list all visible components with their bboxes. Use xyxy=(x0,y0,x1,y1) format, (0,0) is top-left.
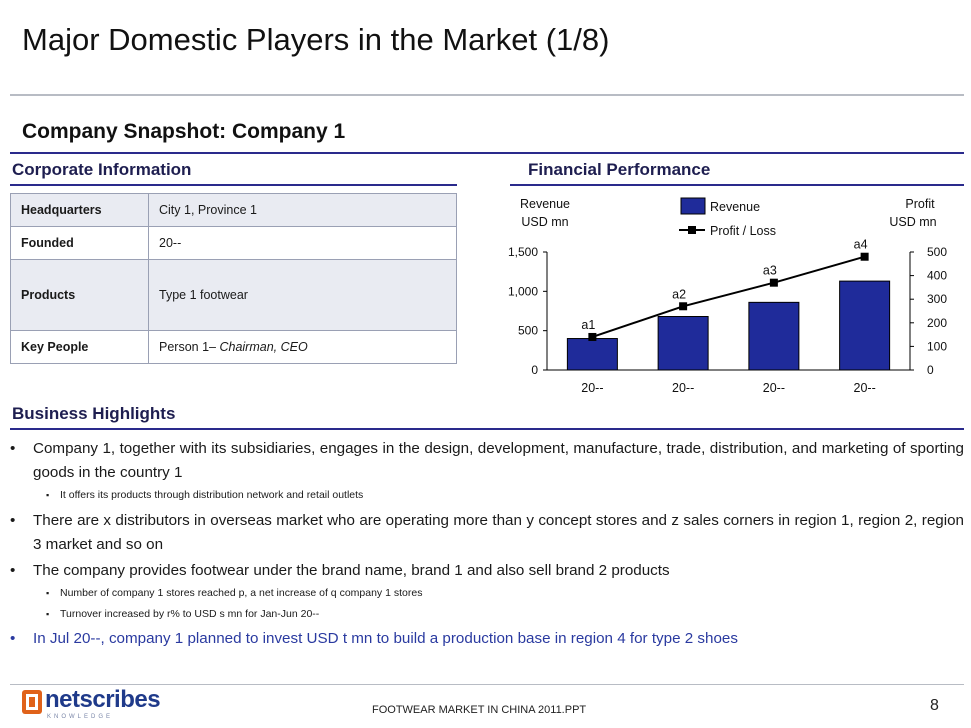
table-row: Products Type 1 footwear xyxy=(10,259,457,331)
table-row: Founded 20-- xyxy=(10,226,457,260)
square-bullet-icon: ▪ xyxy=(46,609,50,619)
highlights-divider xyxy=(10,428,964,430)
list-item: ▪ It offers its products through distribu… xyxy=(10,485,964,506)
x-tick-label: 20-- xyxy=(581,381,603,395)
logo-tagline: KNOWLEDGE xyxy=(47,714,114,720)
row-label: Products xyxy=(10,259,149,331)
left-axis-title: Revenue xyxy=(520,197,570,211)
financial-performance-heading: Financial Performance xyxy=(528,160,711,179)
bullet-text: It offers its products through distribut… xyxy=(60,489,364,501)
page-number: 8 xyxy=(930,697,939,714)
footer-divider xyxy=(10,684,964,685)
left-tick-label: 500 xyxy=(518,324,538,338)
corporate-info-table: Headquarters City 1, Province 1 Founded … xyxy=(10,193,457,364)
profit-marker xyxy=(679,302,688,311)
slide-title: Major Domestic Players in the Market (1/… xyxy=(22,22,610,57)
financial-chart: 0 500 1,000 1,500 0 100 200 300 400 500 Revenue USD… xyxy=(508,197,947,395)
left-axis-unit: USD mn xyxy=(521,215,568,229)
netscribes-logo xyxy=(22,686,162,727)
profit-marker xyxy=(588,332,597,341)
profit-data-label: a2 xyxy=(672,287,686,301)
key-person-role: Chairman, CEO xyxy=(219,340,308,354)
snapshot-divider xyxy=(10,152,964,154)
bullet-icon: • xyxy=(10,512,16,529)
row-value: 20-- xyxy=(148,226,457,260)
footer-document-name: FOOTWEAR MARKET IN CHINA 2011.PPT xyxy=(372,704,587,716)
title-divider xyxy=(10,94,964,96)
revenue-bar xyxy=(748,301,800,371)
square-bullet-icon: ▪ xyxy=(46,490,50,500)
corporate-divider xyxy=(10,184,457,186)
logo-icon xyxy=(22,690,42,714)
list-item: • Company 1, together with its subsidiari… xyxy=(10,437,964,485)
x-tick-label: 20-- xyxy=(672,381,694,395)
legend-profit-label: Profit / Loss xyxy=(710,224,776,238)
business-highlights-heading: Business Highlights xyxy=(12,404,176,423)
highlights-list: • Company 1, together with its subsidiari… xyxy=(10,437,964,651)
table-row: Headquarters City 1, Province 1 xyxy=(10,193,457,227)
logo-wordmark: netscribes xyxy=(45,686,161,713)
square-bullet-icon: ▪ xyxy=(46,588,50,598)
right-tick-label: 100 xyxy=(927,339,947,353)
revenue-bar xyxy=(839,280,891,371)
row-label: Key People xyxy=(10,330,149,364)
bullet-text: Company 1, together with its subsidiarie… xyxy=(33,440,964,481)
list-item: ▪ Number of company 1 stores reached p, a… xyxy=(10,583,964,604)
table-row: Key People Person 1– Chairman, CEO xyxy=(10,330,457,364)
bullet-icon: • xyxy=(10,440,16,457)
key-person: Person 1– xyxy=(159,340,220,354)
profit-marker xyxy=(860,252,869,261)
bullet-icon: • xyxy=(10,630,16,647)
bullet-text: There are x distributors in overseas mar… xyxy=(33,512,964,553)
list-item: • There are x distributors in overseas ma… xyxy=(10,509,964,557)
bullet-text: Turnover increased by r% to USD s mn for… xyxy=(60,608,320,620)
company-snapshot-heading: Company Snapshot: Company 1 xyxy=(22,120,346,143)
left-tick-label: 0 xyxy=(531,363,538,377)
financial-divider xyxy=(510,184,964,186)
list-item: • In Jul 20--, company 1 planned to inves… xyxy=(10,627,964,651)
right-axis-unit: USD mn xyxy=(889,215,936,229)
legend-revenue-swatch xyxy=(680,197,706,215)
left-tick-label: 1,000 xyxy=(508,284,538,298)
row-value: Person 1– Chairman, CEO xyxy=(148,330,457,364)
bullet-text: The company provides footwear under the … xyxy=(33,562,670,579)
right-tick-label: 0 xyxy=(927,363,934,377)
list-item: • The company provides footwear under the… xyxy=(10,559,964,583)
right-axis-title: Profit xyxy=(905,197,935,211)
profit-data-label: a4 xyxy=(854,238,868,252)
revenue-bar xyxy=(657,316,709,371)
right-tick-label: 200 xyxy=(927,316,947,330)
row-label: Founded xyxy=(10,226,149,260)
bullet-text: Number of company 1 stores reached p, a … xyxy=(60,587,423,599)
corporate-info-heading: Corporate Information xyxy=(12,160,192,179)
profit-marker xyxy=(769,278,778,287)
left-tick-label: 1,500 xyxy=(508,245,538,259)
right-tick-label: 400 xyxy=(927,269,947,283)
profit-data-label: a1 xyxy=(581,318,595,332)
row-value: Type 1 footwear xyxy=(148,259,457,331)
row-label: Headquarters xyxy=(10,193,149,227)
legend-profit-marker xyxy=(688,226,696,234)
revenue-bar xyxy=(566,338,618,371)
right-tick-label: 300 xyxy=(927,292,947,306)
right-tick-label: 500 xyxy=(927,245,947,259)
row-value: City 1, Province 1 xyxy=(148,193,457,227)
bullet-text: In Jul 20--, company 1 planned to invest… xyxy=(33,630,738,647)
profit-line xyxy=(592,255,865,338)
legend-revenue-label: Revenue xyxy=(710,200,760,214)
bullet-icon: • xyxy=(10,562,16,579)
x-tick-label: 20-- xyxy=(854,381,876,395)
list-item: ▪ Turnover increased by r% to USD s mn fo… xyxy=(10,604,964,625)
profit-data-label: a3 xyxy=(763,264,777,278)
x-tick-label: 20-- xyxy=(763,381,785,395)
